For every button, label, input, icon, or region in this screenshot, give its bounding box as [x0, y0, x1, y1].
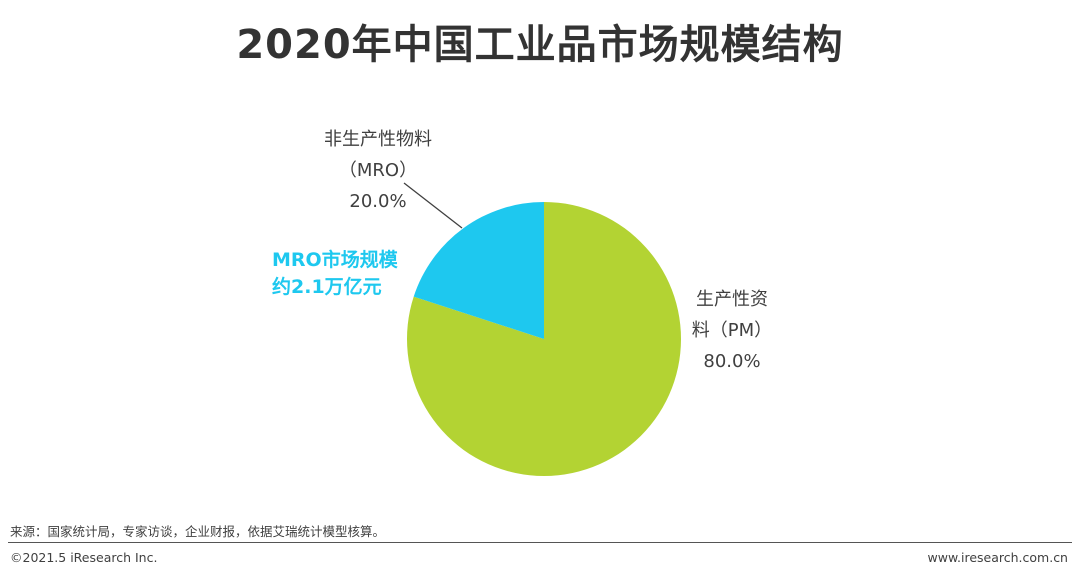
- label-pm: 生产性资 料（PM） 80.0%: [672, 284, 792, 377]
- source-note: 来源：国家统计局，专家访谈，企业财报，依据艾瑞统计模型核算。: [10, 524, 386, 539]
- website-link[interactable]: www.iresearch.com.cn: [927, 550, 1069, 565]
- label-pm-name: 生产性资: [696, 289, 768, 310]
- chart-title: 2020年中国工业品市场规模结构: [236, 22, 844, 68]
- mro-market-size-annotation: MRO市场规模 约2.1万亿元: [272, 247, 398, 301]
- label-mro-abbr: （MRO）: [338, 160, 418, 181]
- annotation-line-2: 约2.1万亿元: [272, 276, 382, 298]
- label-pm-percent: 80.0%: [703, 351, 761, 372]
- copyright: ©2021.5 iResearch Inc.: [10, 550, 158, 565]
- pie-slice-mro: [413, 202, 544, 339]
- annotation-line-1: MRO市场规模: [272, 249, 398, 271]
- label-pm-abbr: 料（PM）: [691, 320, 773, 341]
- footer-divider: [8, 542, 1072, 543]
- label-mro: 非生产性物料 （MRO） 20.0%: [288, 124, 468, 217]
- label-mro-percent: 20.0%: [349, 191, 407, 212]
- label-mro-name: 非生产性物料: [324, 129, 432, 150]
- mro-leader-line: [403, 182, 463, 229]
